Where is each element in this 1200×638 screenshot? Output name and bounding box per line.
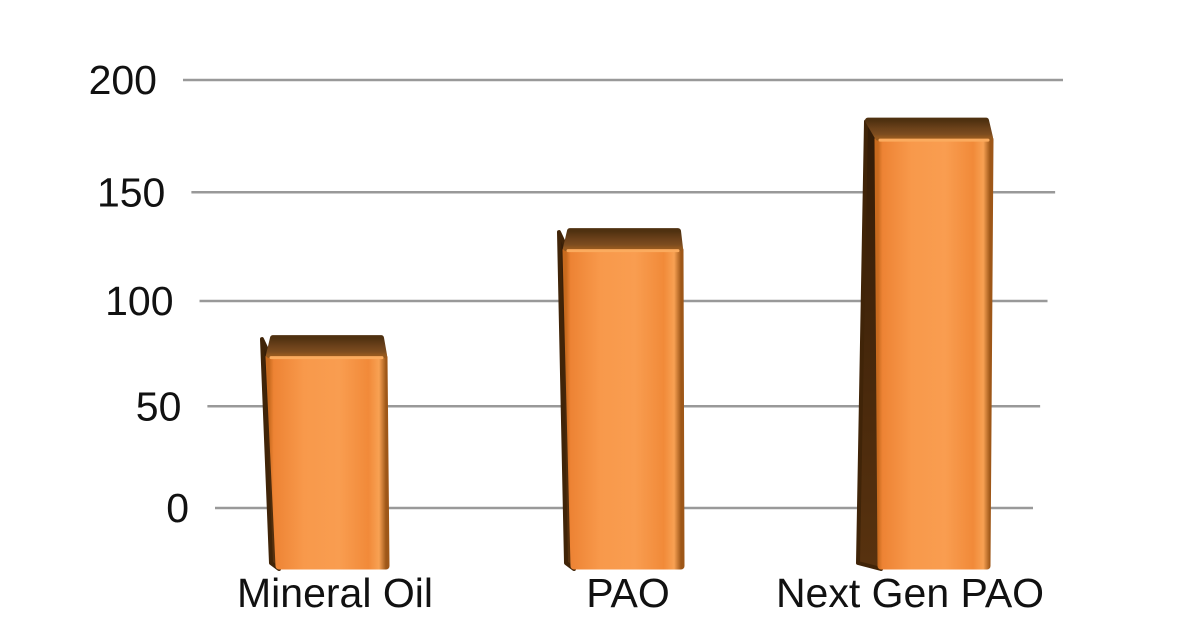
bar-top-face bbox=[266, 335, 387, 359]
y-tick-label: 150 bbox=[97, 169, 165, 215]
y-tick-label: 0 bbox=[166, 485, 189, 531]
x-category-label: Next Gen PAO bbox=[776, 570, 1044, 616]
bar-front-face bbox=[562, 246, 685, 570]
x-category-label: Mineral Oil bbox=[237, 570, 433, 616]
y-tick-label: 200 bbox=[89, 57, 157, 103]
x-axis-labels: Mineral Oil PAO Next Gen PAO bbox=[237, 570, 1044, 616]
bar-top-face bbox=[563, 228, 683, 252]
y-tick-label: 100 bbox=[105, 278, 173, 324]
bar-next-gen-pao bbox=[856, 117, 994, 571]
x-category-label: PAO bbox=[586, 570, 670, 616]
bar-pao bbox=[557, 228, 685, 571]
bars bbox=[260, 117, 994, 571]
y-axis-labels: 200 150 100 50 0 bbox=[89, 57, 189, 531]
bar-front-face bbox=[874, 136, 994, 570]
bar-front-face bbox=[265, 353, 390, 570]
bar-mineral-oil bbox=[260, 335, 390, 571]
y-tick-label: 50 bbox=[136, 383, 182, 429]
bar-top-face bbox=[865, 117, 993, 141]
